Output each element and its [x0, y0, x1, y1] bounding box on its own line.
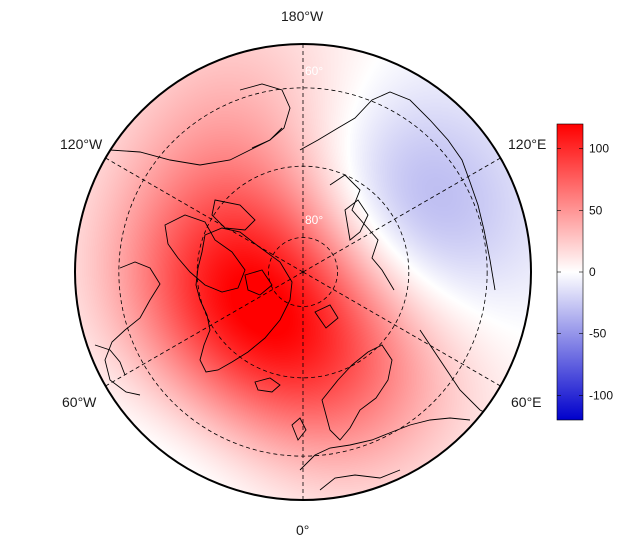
lat-label-80: 80° — [305, 213, 323, 227]
lon-label-lower-left: 60°W — [62, 394, 97, 410]
lat-label-60: 60° — [305, 64, 323, 78]
meridian-300 — [105, 271, 304, 387]
colorbar-gradient — [556, 123, 584, 421]
colorbar-tick-label: 50 — [589, 203, 603, 217]
colorbar: 100 50 0 -50 -100 — [556, 123, 613, 421]
coast-europe — [299, 417, 471, 491]
coast-scandinavia — [321, 344, 393, 441]
lon-label-lower-right: 60°E — [511, 394, 542, 410]
coast-archipelago — [164, 214, 246, 293]
lon-label-bottom: 0° — [296, 522, 310, 538]
colorbar-tick-label: 100 — [589, 142, 609, 156]
lon-label-upper-left: 120°W — [60, 136, 103, 152]
colorbar-tick-label: 0 — [589, 265, 596, 279]
meridian-120 — [302, 157, 501, 273]
coast-greenland — [195, 227, 293, 373]
coast-siberia — [299, 91, 496, 291]
parallel-80 — [268, 237, 338, 307]
map-boundary — [74, 43, 532, 501]
lon-label-top: 180°W — [281, 8, 324, 24]
graticule — [105, 44, 501, 500]
coastlines — [89, 83, 501, 491]
colorbar-tick-label: -100 — [589, 388, 613, 402]
lon-label-upper-right: 120°E — [508, 136, 547, 152]
colorbar-tick-label: -50 — [589, 327, 607, 341]
meridian-240 — [105, 157, 304, 273]
meridian-60 — [302, 271, 501, 387]
